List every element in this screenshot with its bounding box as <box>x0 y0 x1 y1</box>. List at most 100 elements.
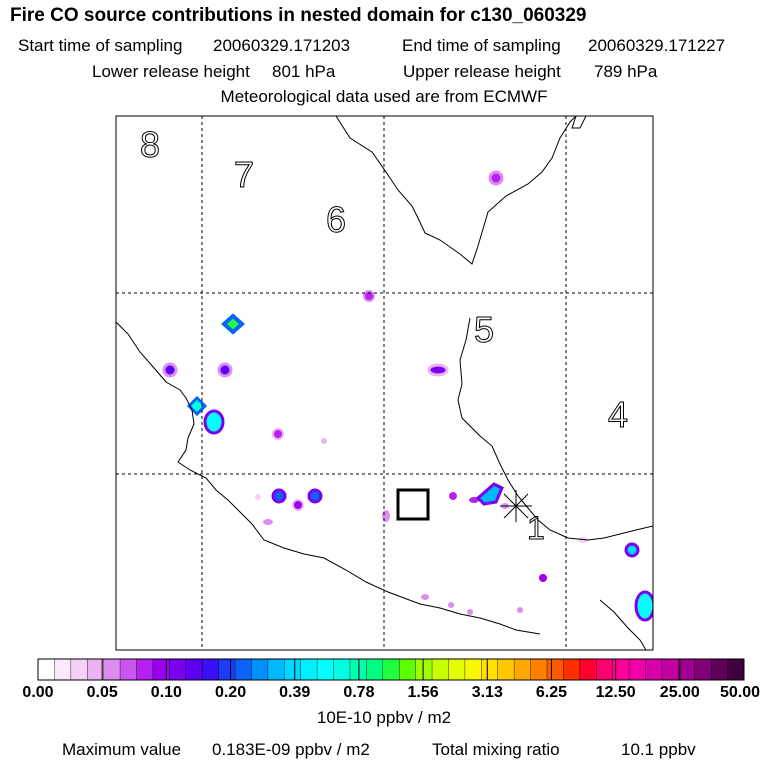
end-time-value: 20060329.171227 <box>588 36 726 55</box>
colorbar-swatch <box>711 659 728 680</box>
colorbar-tick-label: 6.25 <box>535 684 568 701</box>
colorbar-swatch <box>267 659 285 680</box>
colorbar-tick-label: 12.50 <box>595 684 636 701</box>
map-title: Fire CO source contributions in nested d… <box>10 5 587 26</box>
colorbar-swatch <box>251 659 269 680</box>
colorbar-tick-label: 1.56 <box>407 684 439 701</box>
colorbar-swatch <box>727 659 745 680</box>
plume-spot <box>307 488 323 504</box>
lat-lon-grid <box>116 116 653 650</box>
plume-spot <box>421 594 429 600</box>
colorbar-units: 10E-10 ppbv / m2 <box>316 708 452 727</box>
colorbar-swatch <box>169 659 187 680</box>
plume-spot <box>255 494 261 500</box>
plume-spot <box>382 510 390 522</box>
colorbar-tick-label: 0.00 <box>22 684 54 701</box>
plume-spot <box>217 362 233 378</box>
colorbar-swatch <box>202 659 220 680</box>
colorbar-swatch <box>366 659 384 680</box>
plume-spot <box>467 609 473 615</box>
region-label-6: 6 <box>326 199 346 240</box>
plume-spot <box>220 313 246 335</box>
colorbar-swatch <box>54 659 72 680</box>
total-mixing-value: 10.1 ppbv <box>621 740 696 759</box>
region-label-7: 7 <box>234 154 254 195</box>
colorbar-swatch <box>448 659 466 680</box>
colorbar-swatch <box>678 659 696 680</box>
colorbar-swatch <box>497 659 515 680</box>
colorbar-swatch <box>432 659 449 680</box>
total-mixing-label: Total mixing ratio <box>432 740 560 759</box>
colorbar-swatch <box>629 659 646 680</box>
colorbar-tick-label: 25.00 <box>659 684 700 701</box>
colorbar-swatch <box>596 659 614 680</box>
colorbar-swatch <box>645 659 663 680</box>
plume-spot <box>186 395 208 417</box>
colorbar-major-ticks <box>37 659 745 680</box>
colorbar-tick-label: 0.10 <box>150 684 182 701</box>
colorbar-swatch <box>481 659 499 680</box>
plume-spot <box>427 363 449 377</box>
colorbar-tick-label: 0.20 <box>214 684 247 701</box>
lower-height-value: 801 hPa <box>272 62 336 81</box>
plume-spot <box>263 519 273 525</box>
colorbar-swatch <box>152 659 170 680</box>
end-time-label: End time of sampling <box>402 36 561 55</box>
colorbar-swatch <box>694 659 712 680</box>
plume-spot <box>624 542 640 558</box>
plume-spot <box>162 362 178 378</box>
colorbar-swatch <box>317 659 334 680</box>
colorbar-tick-label: 50.00 <box>719 684 761 701</box>
region-label-8: 8 <box>140 124 160 165</box>
colorbar-swatch <box>514 659 531 680</box>
colorbar-swatch <box>136 659 154 680</box>
station-marker <box>500 490 532 522</box>
colorbar-swatch <box>399 659 417 680</box>
colorbar-swatch <box>38 659 55 680</box>
plume-spot <box>449 492 457 500</box>
coastlines <box>116 116 653 650</box>
colorbar-swatch <box>235 659 252 680</box>
plume-spot <box>539 574 547 582</box>
plume-spot <box>203 409 225 435</box>
colorbar-swatch <box>185 659 203 680</box>
colorbar-swatch <box>415 659 433 680</box>
colorbar-swatch <box>218 659 236 680</box>
colorbar-swatch <box>300 659 318 680</box>
colorbar-swatch <box>284 659 302 680</box>
max-value: 0.183E-09 ppbv / m2 <box>212 740 370 759</box>
colorbar-tick-label: 0.39 <box>279 684 311 701</box>
colorbar-swatch <box>103 659 121 680</box>
colorbar-swatch <box>661 659 679 680</box>
region-label-1: 1 <box>527 510 545 546</box>
plume-spot <box>271 488 287 504</box>
upper-height-value: 789 hPa <box>594 62 658 81</box>
colorbar-swatch <box>612 659 630 680</box>
start-time-label: Start time of sampling <box>18 36 183 55</box>
plume-spot <box>634 590 653 622</box>
region-label-4: 4 <box>608 394 628 435</box>
colorbar <box>37 659 745 680</box>
plume-spot <box>272 428 284 440</box>
colorbar-tick-label: 0.78 <box>343 684 375 701</box>
colorbar-swatch <box>70 659 88 680</box>
max-value-label: Maximum value <box>62 740 182 759</box>
colorbar-swatch <box>87 659 105 680</box>
colorbar-swatch <box>546 659 564 680</box>
colorbar-swatch <box>333 659 351 680</box>
plume-spot <box>363 290 375 302</box>
region-label-5: 5 <box>474 309 494 350</box>
colorbar-tick-label: 0.05 <box>86 684 118 701</box>
lower-height-label: Lower release height <box>92 62 250 81</box>
colorbar-swatch <box>579 659 597 680</box>
colorbar-swatch <box>382 659 400 680</box>
colorbar-tick-label: 3.13 <box>471 684 503 701</box>
colorbar-swatch <box>464 659 482 680</box>
colorbar-swatch <box>563 659 581 680</box>
plume-spot <box>292 499 304 511</box>
met-data-note: Meteorological data used are from ECMWF <box>220 87 548 106</box>
colorbar-swatch <box>530 659 548 680</box>
plume-spot <box>517 607 523 613</box>
colorbar-swatch <box>349 659 367 680</box>
